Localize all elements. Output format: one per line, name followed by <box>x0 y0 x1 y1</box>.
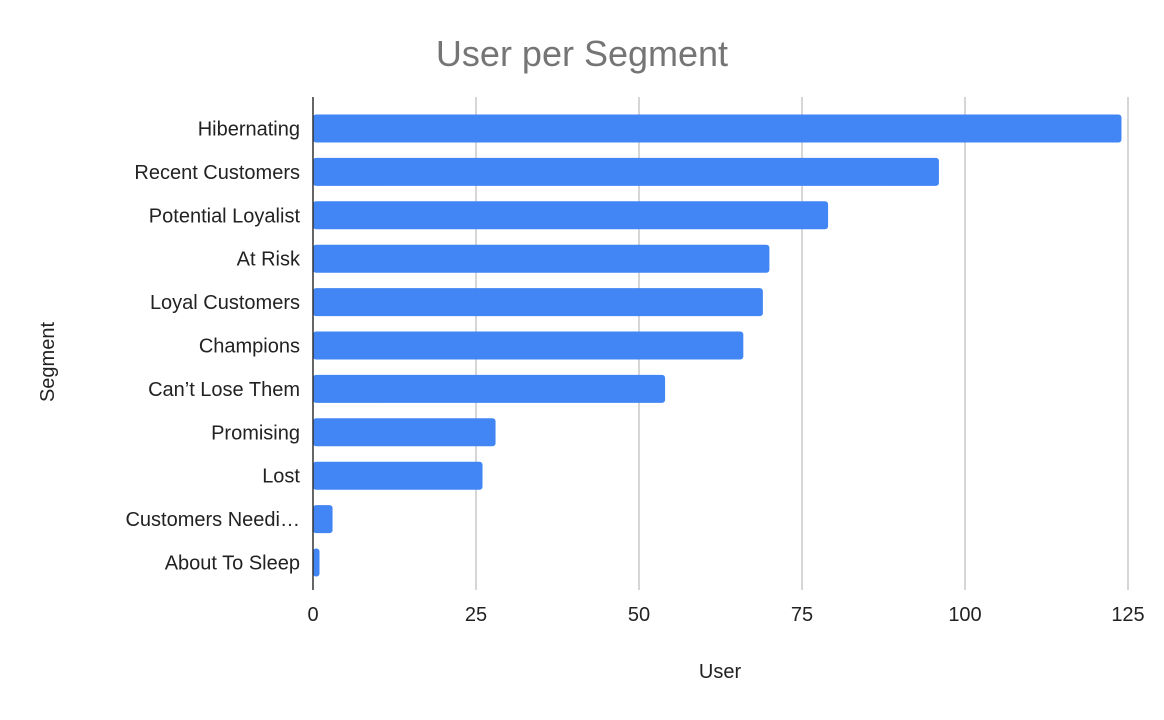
bar <box>313 505 333 534</box>
category-labels: Hibernating Recent Customers Potential Loy… <box>125 119 301 575</box>
bar <box>313 331 744 360</box>
y-axis-title: Segment <box>37 322 59 402</box>
category-label: Champions <box>199 336 300 358</box>
category-label: Potential Loyalist <box>149 205 301 227</box>
category-label: Customers Needi… <box>125 509 300 531</box>
x-tick-label: 125 <box>1111 604 1144 626</box>
bar <box>313 418 496 447</box>
bar <box>313 244 770 273</box>
x-tick-label: 25 <box>465 604 487 626</box>
bars <box>313 114 1122 577</box>
bar <box>313 548 320 577</box>
x-axis-title: User <box>699 661 742 683</box>
category-label: About To Sleep <box>165 553 300 575</box>
bar <box>313 114 1122 143</box>
bar <box>313 288 763 317</box>
bar <box>313 461 483 490</box>
category-label: Hibernating <box>198 119 300 141</box>
bar <box>313 201 829 230</box>
chart-title: User per Segment <box>436 33 728 74</box>
bar <box>313 374 666 403</box>
category-label: Recent Customers <box>134 162 300 184</box>
category-label: Loyal Customers <box>150 292 300 314</box>
x-tick-label: 100 <box>948 604 981 626</box>
x-tick-labels: 0 25 50 75 100 125 <box>307 604 1144 626</box>
category-label: Lost <box>262 466 300 488</box>
x-tick-label: 50 <box>628 604 650 626</box>
bar <box>313 157 939 186</box>
category-label: Can’t Lose Them <box>148 379 300 401</box>
category-label: Promising <box>211 422 300 444</box>
x-tick-label: 75 <box>791 604 813 626</box>
category-label: At Risk <box>237 249 301 271</box>
x-tick-label: 0 <box>307 604 318 626</box>
